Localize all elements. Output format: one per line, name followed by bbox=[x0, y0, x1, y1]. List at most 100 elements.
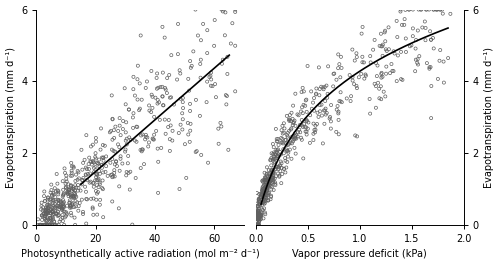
Point bbox=[292, 92, 300, 96]
Point bbox=[260, 187, 268, 192]
Point bbox=[58, 205, 66, 209]
Point bbox=[262, 212, 270, 216]
Point bbox=[148, 92, 156, 97]
Point bbox=[280, 151, 288, 155]
Point bbox=[41, 223, 49, 227]
Point bbox=[116, 169, 124, 173]
Point bbox=[110, 171, 118, 175]
Point bbox=[300, 156, 308, 161]
Point bbox=[224, 148, 232, 152]
Point bbox=[218, 7, 226, 12]
Point bbox=[87, 197, 95, 201]
Point bbox=[430, 7, 438, 12]
Point bbox=[272, 165, 280, 169]
Point bbox=[274, 139, 281, 144]
Point bbox=[317, 85, 325, 89]
Point bbox=[56, 205, 64, 209]
Point bbox=[271, 152, 279, 156]
Point bbox=[37, 223, 45, 227]
Point bbox=[260, 206, 268, 210]
Point bbox=[90, 170, 98, 174]
Point bbox=[268, 176, 276, 180]
Point bbox=[124, 161, 132, 165]
Point bbox=[292, 152, 300, 156]
Point bbox=[64, 191, 72, 196]
Point bbox=[258, 198, 266, 202]
Point bbox=[65, 188, 73, 192]
Point bbox=[258, 213, 266, 218]
Point bbox=[290, 118, 298, 123]
Point bbox=[427, 38, 435, 42]
Point bbox=[179, 100, 187, 104]
Point bbox=[40, 189, 48, 194]
Point bbox=[49, 203, 57, 207]
Point bbox=[266, 174, 274, 178]
Point bbox=[272, 167, 280, 171]
Point bbox=[346, 99, 354, 103]
Point bbox=[101, 144, 109, 148]
Point bbox=[348, 47, 356, 52]
Point bbox=[440, 81, 448, 85]
Point bbox=[70, 164, 78, 169]
Point bbox=[258, 185, 266, 189]
Point bbox=[50, 220, 58, 224]
Point bbox=[260, 195, 268, 199]
Point bbox=[274, 153, 281, 158]
Point bbox=[110, 149, 118, 153]
Point bbox=[36, 223, 44, 227]
Point bbox=[411, 69, 419, 73]
Point bbox=[260, 192, 268, 196]
Point bbox=[116, 116, 124, 120]
Point bbox=[42, 212, 50, 216]
Point bbox=[41, 199, 49, 203]
Point bbox=[60, 204, 68, 208]
Point bbox=[277, 160, 285, 164]
Point bbox=[40, 223, 48, 227]
Point bbox=[390, 49, 398, 54]
Point bbox=[294, 113, 302, 117]
Point bbox=[62, 214, 70, 218]
Point bbox=[43, 203, 51, 207]
Point bbox=[378, 54, 386, 58]
Point bbox=[58, 208, 66, 212]
Point bbox=[294, 130, 302, 134]
Point bbox=[181, 142, 189, 146]
Point bbox=[102, 170, 110, 174]
Point bbox=[297, 136, 305, 140]
Point bbox=[145, 140, 153, 145]
Point bbox=[46, 223, 54, 227]
Point bbox=[288, 111, 296, 115]
Point bbox=[46, 198, 54, 202]
Point bbox=[41, 209, 49, 213]
Point bbox=[390, 69, 398, 73]
Point bbox=[256, 216, 264, 220]
Point bbox=[70, 187, 78, 191]
Point bbox=[48, 197, 56, 202]
Point bbox=[58, 206, 66, 210]
Point bbox=[258, 192, 266, 196]
Point bbox=[71, 188, 79, 193]
Point bbox=[304, 120, 312, 125]
Point bbox=[54, 210, 62, 214]
Point bbox=[297, 109, 305, 114]
Point bbox=[96, 164, 104, 169]
Point bbox=[348, 78, 356, 83]
Point bbox=[146, 108, 154, 113]
Point bbox=[255, 217, 263, 221]
Point bbox=[256, 214, 264, 218]
Point bbox=[286, 117, 294, 122]
Point bbox=[175, 131, 183, 135]
Point bbox=[314, 111, 322, 115]
Point bbox=[285, 117, 293, 122]
Point bbox=[253, 223, 261, 227]
Point bbox=[263, 178, 271, 182]
Point bbox=[91, 155, 99, 159]
Point bbox=[439, 11, 447, 16]
Point bbox=[358, 55, 366, 59]
Point bbox=[148, 69, 156, 73]
Point bbox=[134, 98, 141, 102]
Point bbox=[52, 189, 60, 193]
Point bbox=[60, 210, 68, 214]
Point bbox=[68, 201, 76, 205]
Point bbox=[330, 71, 338, 76]
